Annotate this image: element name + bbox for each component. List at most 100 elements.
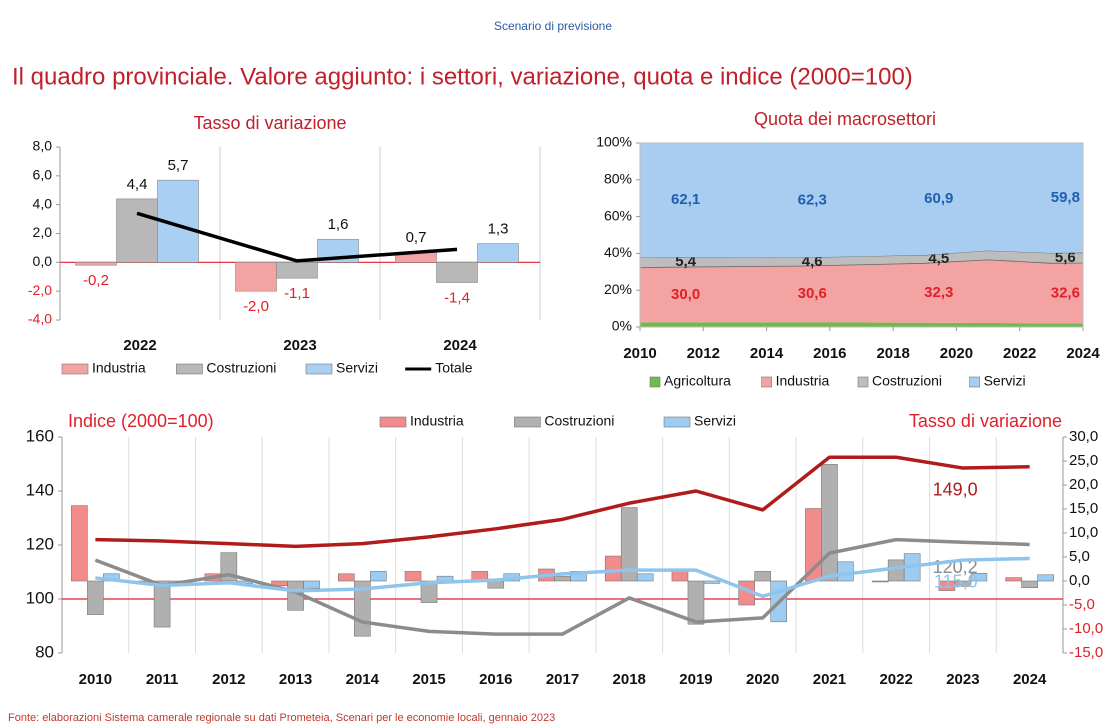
- data-label: 30,6: [798, 285, 827, 302]
- bar: [636, 573, 654, 582]
- y-tick-label: 80%: [604, 171, 632, 187]
- legend-swatch: [514, 416, 541, 428]
- bar: [703, 580, 721, 584]
- bar: [436, 262, 478, 283]
- y2-tick-label: -15,0: [1069, 644, 1103, 661]
- y-tick-label: 80: [35, 642, 54, 661]
- legend-label: Industria: [410, 413, 464, 429]
- area: [640, 259, 1083, 324]
- bar: [1021, 580, 1038, 589]
- x-tick-label: 2020: [746, 671, 779, 688]
- page-title: Il quadro provinciale. Valore aggiunto: …: [12, 63, 913, 90]
- data-label: -1,4: [444, 289, 470, 306]
- legend-label: Servizi: [984, 373, 1026, 389]
- y-tick-label: 6,0: [33, 167, 53, 183]
- chart-title: Quota dei macrosettori: [754, 109, 936, 129]
- x-tick-label: 2015: [412, 671, 445, 688]
- bar: [837, 561, 854, 582]
- data-label: -0,2: [83, 272, 109, 289]
- data-label: 149,0: [933, 479, 978, 499]
- annotation: Tasso di variazione: [909, 411, 1062, 431]
- x-tick-label: 2018: [613, 671, 646, 688]
- data-label: 5,4: [675, 253, 697, 270]
- legend-label: Costruzioni: [544, 413, 614, 429]
- bar: [754, 571, 772, 582]
- x-tick-label: 2014: [750, 345, 784, 362]
- data-label: 5,7: [168, 157, 189, 174]
- y-tick-label: -2,0: [28, 282, 52, 298]
- x-tick-label: 2023: [946, 671, 979, 688]
- legend-swatch: [176, 363, 203, 375]
- y-tick-label: 0,0: [33, 253, 53, 269]
- source-note: Fonte: elaborazioni Sistema camerale reg…: [8, 712, 555, 724]
- x-tick-label: 2014: [346, 671, 380, 688]
- bar: [420, 580, 438, 603]
- bar: [369, 571, 387, 582]
- y2-tick-label: 20,0: [1069, 476, 1098, 493]
- x-tick-label: 2022: [1003, 345, 1036, 362]
- y-tick-label: -4,0: [28, 311, 52, 327]
- plot-frame: [639, 142, 1084, 328]
- bar: [153, 580, 171, 628]
- area: [640, 143, 1083, 258]
- data-label: -2,0: [243, 298, 269, 315]
- bar: [970, 573, 988, 582]
- data-label: 0,7: [406, 229, 427, 246]
- bar: [1005, 577, 1022, 582]
- data-label: 1,6: [328, 216, 349, 233]
- y-tick-label: 140: [26, 480, 54, 499]
- bar: [75, 262, 117, 266]
- x-tick-label: 2022: [879, 671, 912, 688]
- y-tick-label: 100: [26, 588, 54, 607]
- y2-tick-label: 5,0: [1069, 548, 1090, 565]
- data-label: 59,8: [1051, 189, 1080, 206]
- y2-tick-label: 0,0: [1069, 572, 1090, 589]
- y-tick-label: 120: [26, 534, 54, 553]
- bar: [235, 262, 277, 292]
- x-tick-label: 2010: [623, 345, 656, 362]
- bar: [487, 580, 505, 589]
- annotation: Indice (2000=100): [68, 411, 214, 431]
- y2-tick-label: 30,0: [1069, 428, 1098, 445]
- x-tick-label: 2020: [940, 345, 973, 362]
- x-tick-label: 2019: [679, 671, 712, 688]
- data-label: 62,3: [798, 191, 827, 208]
- legend-label: Costruzioni: [872, 373, 942, 389]
- bar: [620, 507, 638, 582]
- bar: [871, 580, 889, 583]
- data-label: 32,3: [924, 284, 953, 301]
- y-tick-label: 20%: [604, 281, 632, 297]
- x-tick-label: 2022: [123, 337, 156, 354]
- x-tick-label: 2013: [279, 671, 312, 688]
- x-tick-label: 2012: [212, 671, 245, 688]
- data-label: -1,1: [284, 285, 310, 302]
- legend-label: Industria: [92, 360, 146, 376]
- x-tick-label: 2018: [876, 345, 909, 362]
- y-tick-label: 160: [26, 426, 54, 445]
- y2-tick-label: 10,0: [1069, 524, 1098, 541]
- legend-swatch: [305, 363, 333, 375]
- bar: [276, 262, 318, 279]
- y2-tick-label: -10,0: [1069, 620, 1103, 637]
- data-label: 62,1: [671, 191, 700, 208]
- area: [640, 322, 1083, 327]
- index-line: [94, 537, 1030, 636]
- bar: [303, 580, 320, 589]
- total-line: [136, 211, 458, 263]
- data-label: 30,0: [671, 286, 700, 303]
- y-tick-label: 0%: [612, 318, 632, 334]
- bar: [821, 464, 838, 582]
- legend-swatch: [663, 416, 691, 428]
- data-label: 5,6: [1055, 249, 1076, 266]
- x-tick-label: 2017: [546, 671, 579, 688]
- bar: [954, 580, 972, 587]
- bar: [404, 571, 422, 582]
- bar: [116, 198, 158, 263]
- legend-swatch: [857, 376, 869, 388]
- x-tick-label: 2011: [146, 671, 179, 688]
- index-line: [95, 556, 1030, 599]
- legend-swatch: [649, 376, 661, 388]
- legend-label: Servizi: [336, 360, 378, 376]
